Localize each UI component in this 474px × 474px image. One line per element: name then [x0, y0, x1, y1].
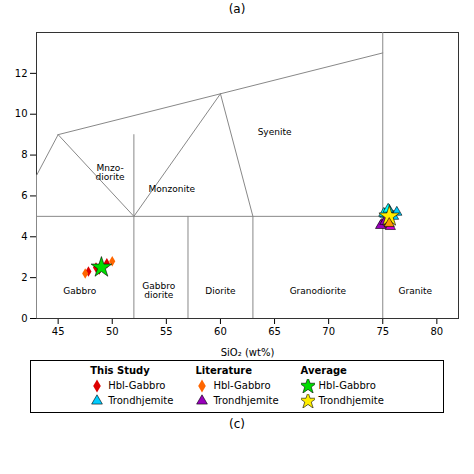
svg-text:8: 8	[21, 149, 27, 160]
svg-text:65: 65	[268, 326, 281, 337]
html-text:Hbl-Gabbro: Hbl-Gabbro	[213, 380, 271, 391]
svg-text:70: 70	[322, 326, 335, 337]
html-text:Trondhjemite: Trondhjemite	[108, 395, 174, 406]
svg-text:6: 6	[21, 190, 27, 201]
html-text:This Study: This Study	[90, 365, 150, 376]
svg-text:Diorite: Diorite	[205, 286, 236, 296]
html-text:Hbl-Gabbro: Hbl-Gabbro	[108, 380, 166, 391]
svg-text:60: 60	[214, 326, 227, 337]
svg-text:Mnzo-diorite: Mnzo-diorite	[96, 163, 125, 182]
html-text:Trondhjemite: Trondhjemite	[318, 395, 384, 406]
svg-text:80: 80	[430, 326, 443, 337]
svg-text:Monzonite: Monzonite	[149, 184, 196, 194]
html-text:Average: Average	[300, 365, 347, 376]
svg-text:10: 10	[15, 108, 28, 119]
svg-text:75: 75	[376, 326, 389, 337]
html-text:Literature: Literature	[195, 365, 252, 376]
html-text:Trondhjemite: Trondhjemite	[213, 395, 279, 406]
html-text:(a): (a)	[228, 2, 246, 16]
html-text:Hbl-Gabbro: Hbl-Gabbro	[318, 380, 376, 391]
svg-text:12: 12	[15, 68, 28, 79]
svg-text:55: 55	[160, 326, 173, 337]
html-text:(c): (c)	[229, 417, 245, 431]
svg-text:2: 2	[21, 272, 27, 283]
svg-text:Gabbro: Gabbro	[63, 286, 96, 296]
svg-text:Syenite: Syenite	[258, 127, 292, 137]
svg-text:45: 45	[52, 326, 65, 337]
svg-text:Granite: Granite	[398, 286, 432, 296]
svg-text:0: 0	[21, 313, 27, 324]
svg-text:Gabbrodiorite: Gabbrodiorite	[142, 281, 175, 300]
svg-text:SiO₂ (wt%): SiO₂ (wt%)	[221, 347, 275, 358]
svg-text:Granodiorite: Granodiorite	[290, 286, 347, 296]
svg-text:4: 4	[21, 231, 27, 242]
svg-text:50: 50	[106, 326, 119, 337]
